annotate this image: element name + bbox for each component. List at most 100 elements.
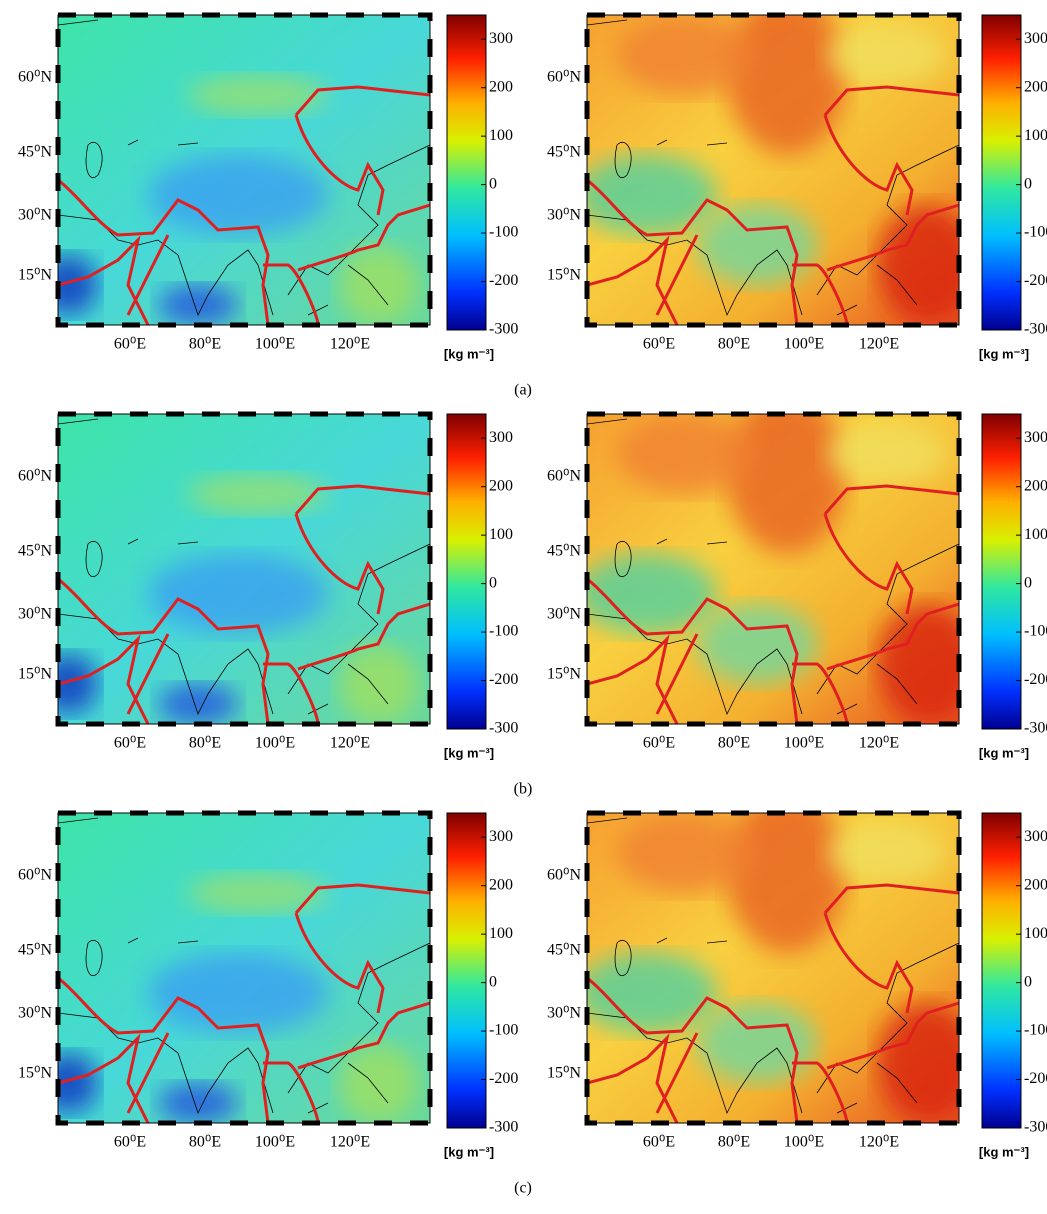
field-blob [877,1003,959,1123]
lat-label: 30⁰N [18,606,52,623]
lon-label: 80⁰E [189,336,221,353]
colorbar [981,812,1022,1129]
map-panel [55,12,433,328]
colorbar-tick-label: 200 [1024,477,1047,494]
field-blob [338,644,418,724]
lon-label: 80⁰E [718,735,750,752]
lat-label: 45⁰N [18,942,52,959]
lon-label: 120⁰E [859,1134,899,1151]
panel-label: (c) [514,1180,532,1197]
colorbar-tick-label: -100 [1024,224,1047,241]
lon-label: 100⁰E [255,1134,295,1151]
lat-label: 30⁰N [547,207,581,224]
field-blob [697,205,817,285]
colorbar-tick-label: -300 [1024,720,1047,737]
colorbar-tick-label: -300 [489,720,518,737]
field-blob [727,15,847,155]
field-blob [338,245,418,325]
lat-label: 15⁰N [18,666,52,683]
colorbar [981,14,1022,331]
boundary [58,883,430,1123]
field-blob [188,873,328,913]
lon-label: 80⁰E [718,336,750,353]
colorbar-tick-label: -200 [1024,1070,1047,1087]
lat-label: 45⁰N [18,543,52,560]
field-blob [617,15,757,95]
field-blob [148,155,328,235]
lon-label: 60⁰E [114,336,146,353]
lat-label: 60⁰N [18,468,52,485]
field-blob [158,684,238,724]
lat-label: 60⁰N [18,69,52,86]
lat-label: 45⁰N [547,543,581,560]
field-blob [727,414,847,554]
colorbar-tick-label: -100 [489,623,518,640]
lon-label: 60⁰E [643,735,675,752]
lon-label: 60⁰E [114,1134,146,1151]
colorbar [981,413,1022,730]
colorbar-tick-label: 300 [1024,30,1047,47]
colorbar-tick-label: 300 [489,828,513,845]
field-blob [827,25,947,85]
map-field [587,813,959,1123]
field-blob [697,604,817,684]
colorbar-tick-label: 200 [489,78,513,95]
lat-label: 15⁰N [547,1065,581,1082]
colorbar-tick-label: -300 [1024,1119,1047,1136]
colorbar-tick-label: 0 [1024,175,1032,192]
colorbar-unit: [kg m⁻³] [979,1144,1029,1159]
lon-label: 120⁰E [859,336,899,353]
lat-label: 30⁰N [547,1005,581,1022]
field-blob [587,953,717,1033]
lon-label: 120⁰E [859,735,899,752]
colorbar [446,812,487,1129]
map-frame-inner [586,812,960,1124]
colorbar-unit: [kg m⁻³] [444,1144,494,1159]
map-panel [584,12,962,328]
colorbar-tick-label: 100 [1024,526,1047,543]
colorbar-tick-label: 200 [1024,78,1047,95]
colorbar-tick-label: 100 [489,526,513,543]
colorbar-tick-label: -200 [1024,671,1047,688]
lon-label: 60⁰E [643,1134,675,1151]
colorbar-tick-label: -100 [489,1022,518,1039]
map-field [587,15,959,325]
map-field [58,414,430,724]
lat-label: 60⁰N [547,867,581,884]
colorbar-unit: [kg m⁻³] [979,745,1029,760]
colorbar-unit: [kg m⁻³] [444,346,494,361]
coastline [587,418,959,716]
map-panel [55,810,433,1126]
colorbar-tick-label: 100 [1024,925,1047,942]
colorbar-tick-label: 0 [489,574,497,591]
coastline [587,817,959,1115]
colorbar-tick-label: -100 [1024,623,1047,640]
colorbar [446,14,487,331]
field-blob [617,414,757,494]
field-blob [697,1003,817,1083]
colorbar-tick-label: 0 [1024,973,1032,990]
field-blob [188,75,328,115]
colorbar-unit: [kg m⁻³] [979,346,1029,361]
colorbar-tick-label: 300 [1024,429,1047,446]
colorbar [446,413,487,730]
lon-label: 60⁰E [643,336,675,353]
lon-label: 100⁰E [255,735,295,752]
lon-label: 120⁰E [330,1134,370,1151]
panel-label: (b) [514,781,533,798]
colorbar-tick-label: 0 [1024,574,1032,591]
lon-label: 80⁰E [189,1134,221,1151]
field-blob [338,1043,418,1123]
field-blob [617,813,757,893]
colorbar-tick-label: 200 [489,876,513,893]
colorbar-tick-label: 0 [489,973,497,990]
colorbar-tick-label: 300 [489,429,513,446]
lon-label: 60⁰E [114,735,146,752]
colorbar-unit: [kg m⁻³] [444,745,494,760]
boundary [587,484,959,724]
colorbar-tick-label: -200 [1024,272,1047,289]
field-blob [148,953,328,1033]
lat-label: 30⁰N [547,606,581,623]
lon-label: 80⁰E [189,735,221,752]
